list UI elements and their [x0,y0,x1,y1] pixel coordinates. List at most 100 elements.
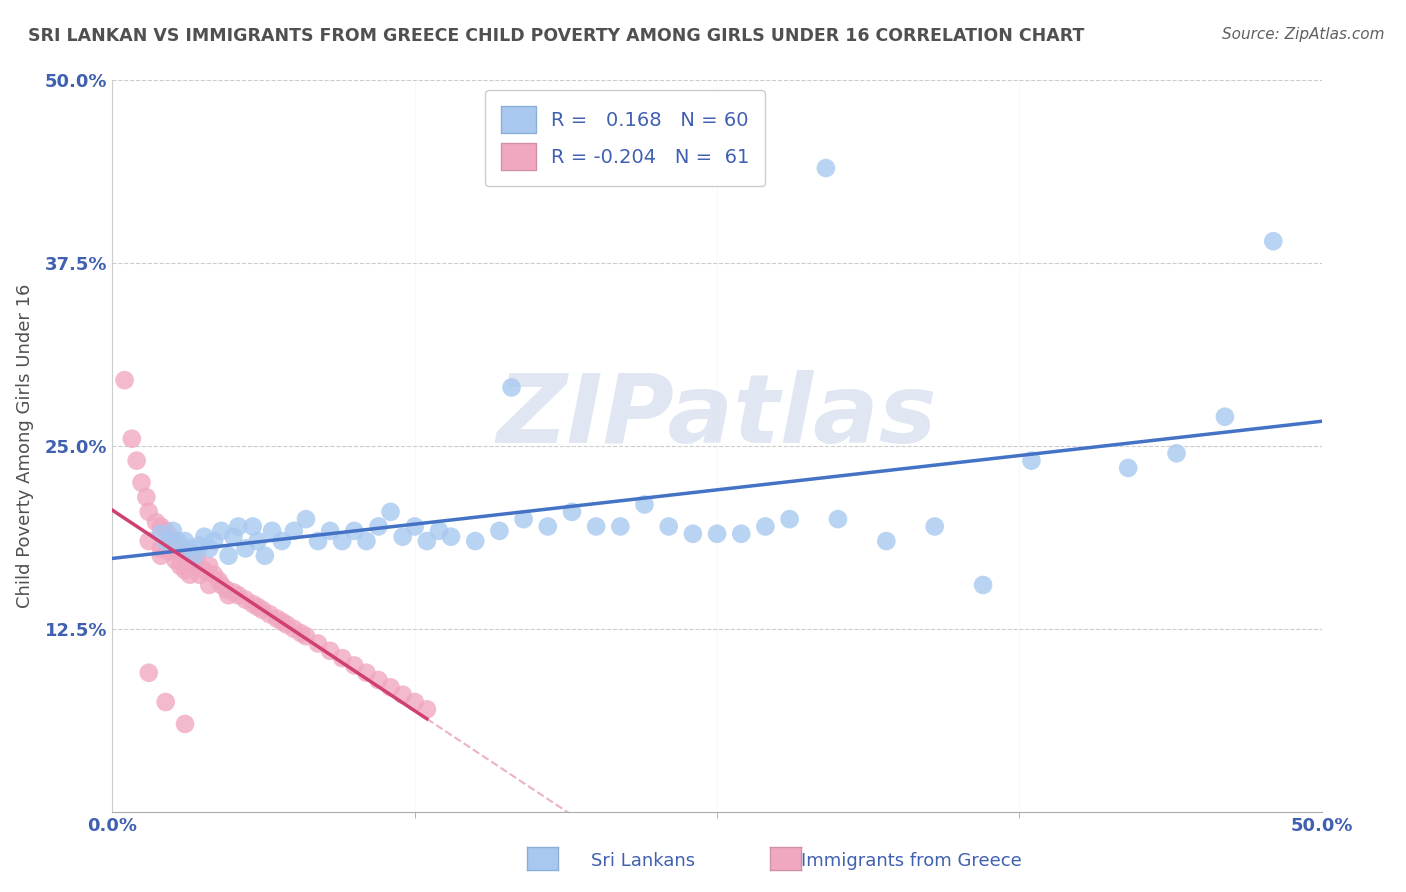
Point [125,453,148,467]
Point [416,534,439,549]
Point [218,549,240,563]
Point [609,519,631,533]
Point [181,553,204,567]
Point [179,541,201,556]
Point [266,612,288,626]
Point [235,541,257,556]
Point [157,544,180,558]
Point [416,702,439,716]
Point [222,530,245,544]
Point [198,541,221,556]
Point [276,617,298,632]
Point [501,380,523,394]
Point [135,490,157,504]
Point [827,512,849,526]
Point [814,161,837,175]
Point [319,644,342,658]
Point [242,519,264,533]
Point [270,534,292,549]
Point [1116,461,1139,475]
Point [131,475,153,490]
Point [218,588,240,602]
Point [380,681,402,695]
Text: Source: ZipAtlas.com: Source: ZipAtlas.com [1222,27,1385,42]
Point [259,607,281,622]
Text: SRI LANKAN VS IMMIGRANTS FROM GREECE CHILD POVERTY AMONG GIRLS UNDER 16 CORRELAT: SRI LANKAN VS IMMIGRANTS FROM GREECE CHI… [28,27,1084,45]
Point [875,534,897,549]
Point [330,651,353,665]
Point [155,695,177,709]
Point [155,534,177,549]
Point [208,574,231,588]
Point [307,636,329,650]
Point [706,526,728,541]
Point [174,534,197,549]
Point [404,695,426,709]
Point [138,505,160,519]
Point [174,563,197,577]
Point [253,549,276,563]
Text: ZIPatlas: ZIPatlas [496,370,938,463]
Point [166,534,188,549]
Point [209,578,232,592]
Point [754,519,776,533]
Y-axis label: Child Poverty Among Girls Under 16: Child Poverty Among Girls Under 16 [15,284,34,608]
Point [198,578,221,592]
Point [114,373,136,387]
Point [174,549,197,563]
Point [242,597,264,611]
Text: Sri Lankans: Sri Lankans [591,852,695,870]
Point [183,549,205,563]
Point [561,505,583,519]
Point [440,530,463,544]
Point [404,519,426,533]
Point [972,578,994,592]
Point [1263,234,1285,248]
Point [682,526,704,541]
Point [174,717,197,731]
Point [295,512,318,526]
Point [427,524,450,538]
Point [367,519,389,533]
Point [155,524,177,538]
Point [188,539,211,553]
Point [226,519,249,533]
Point [121,432,143,446]
Point [730,526,752,541]
Point [193,530,215,544]
Point [169,558,191,573]
Point [307,534,329,549]
Point [215,582,238,597]
Point [343,524,366,538]
Point [179,567,201,582]
Point [391,688,413,702]
Point [283,524,305,538]
Point [162,534,184,549]
Point [330,534,353,549]
Point [149,549,172,563]
Point [464,534,486,549]
Point [159,530,181,544]
Point [356,534,378,549]
Point [270,615,292,629]
Point [1166,446,1188,460]
Point [391,530,413,544]
Point [193,563,215,577]
Point [162,524,184,538]
Point [924,519,946,533]
Point [658,519,681,533]
Point [290,626,312,640]
Point [585,519,607,533]
Point [235,592,257,607]
Text: Immigrants from Greece: Immigrants from Greece [801,852,1022,870]
Point [512,512,534,526]
Point [138,534,160,549]
Point [202,534,225,549]
Point [145,515,167,529]
Point [537,519,560,533]
Point [183,558,205,573]
Point [356,665,378,680]
Point [779,512,801,526]
Point [165,553,187,567]
Point [202,567,225,582]
